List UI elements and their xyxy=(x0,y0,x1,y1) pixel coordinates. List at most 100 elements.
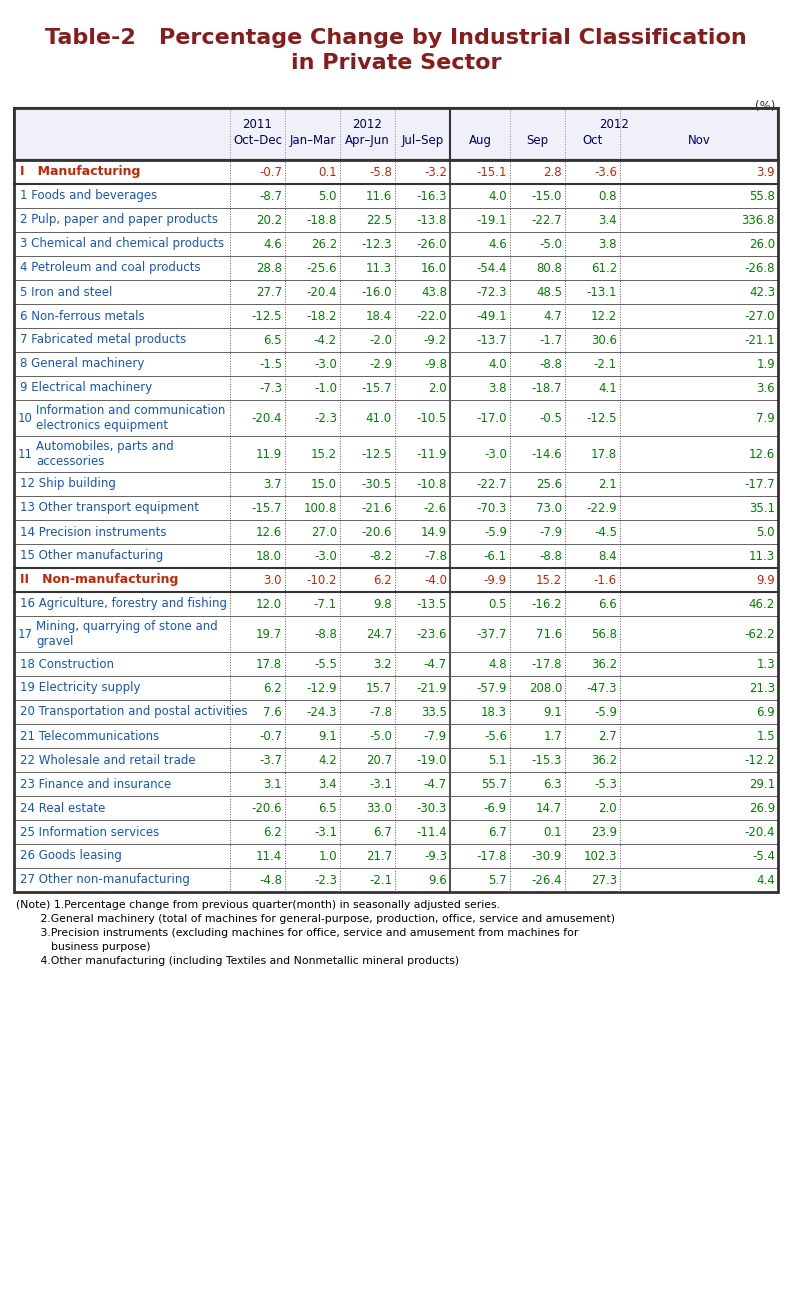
Text: 55.8: 55.8 xyxy=(749,189,775,202)
Bar xyxy=(14,652,778,677)
Text: Jan–Mar: Jan–Mar xyxy=(289,133,336,146)
Bar xyxy=(14,868,778,892)
Text: -21.9: -21.9 xyxy=(417,682,447,695)
Text: 22 Wholesale and retail trade: 22 Wholesale and retail trade xyxy=(20,753,196,766)
Text: -9.8: -9.8 xyxy=(424,358,447,371)
Text: 27.0: 27.0 xyxy=(311,525,337,539)
Bar xyxy=(14,568,778,592)
Text: -21.1: -21.1 xyxy=(744,333,775,346)
Text: -6.1: -6.1 xyxy=(484,550,507,562)
Text: II   Non-manufacturing: II Non-manufacturing xyxy=(20,574,178,587)
Text: 7 Fabricated metal products: 7 Fabricated metal products xyxy=(20,333,186,346)
Text: -4.7: -4.7 xyxy=(424,657,447,670)
Text: -19.0: -19.0 xyxy=(417,753,447,766)
Text: 3.4: 3.4 xyxy=(599,214,617,227)
Text: (Note) 1.Percentage change from previous quarter(month) in seasonally adjusted s: (Note) 1.Percentage change from previous… xyxy=(16,899,500,910)
Text: 3.0: 3.0 xyxy=(264,574,282,587)
Text: 27 Other non-manufacturing: 27 Other non-manufacturing xyxy=(20,874,190,886)
Text: in Private Sector: in Private Sector xyxy=(291,53,501,73)
Text: 7.9: 7.9 xyxy=(756,412,775,425)
Text: 6.3: 6.3 xyxy=(543,778,562,791)
Text: 41.0: 41.0 xyxy=(366,412,392,425)
Text: -5.3: -5.3 xyxy=(594,778,617,791)
Text: 4.0: 4.0 xyxy=(489,189,507,202)
Text: 2012: 2012 xyxy=(352,118,383,131)
Text: -26.4: -26.4 xyxy=(531,874,562,886)
Text: 18.3: 18.3 xyxy=(481,705,507,718)
Text: -22.0: -22.0 xyxy=(417,310,447,323)
Text: 18.0: 18.0 xyxy=(256,550,282,562)
Text: 2.General machinery (total of machines for general-purpose, production, office, : 2.General machinery (total of machines f… xyxy=(16,914,615,924)
Text: 61.2: 61.2 xyxy=(591,262,617,275)
Text: 11.9: 11.9 xyxy=(256,447,282,460)
Text: -12.5: -12.5 xyxy=(587,412,617,425)
Text: 11.3: 11.3 xyxy=(749,550,775,562)
Text: 3.8: 3.8 xyxy=(489,381,507,394)
Text: -17.8: -17.8 xyxy=(531,657,562,670)
Text: -54.4: -54.4 xyxy=(477,262,507,275)
Text: -3.0: -3.0 xyxy=(314,358,337,371)
Bar xyxy=(14,748,778,772)
Text: -27.0: -27.0 xyxy=(744,310,775,323)
Text: 2.8: 2.8 xyxy=(543,166,562,179)
Text: 14.7: 14.7 xyxy=(535,801,562,814)
Text: -4.5: -4.5 xyxy=(594,525,617,539)
Text: Sep: Sep xyxy=(527,133,549,146)
Text: 36.2: 36.2 xyxy=(591,753,617,766)
Text: -5.0: -5.0 xyxy=(539,237,562,250)
Text: 3.6: 3.6 xyxy=(756,381,775,394)
Text: 9.1: 9.1 xyxy=(318,730,337,743)
Text: -18.8: -18.8 xyxy=(307,214,337,227)
Bar xyxy=(14,305,778,328)
Text: -12.5: -12.5 xyxy=(252,310,282,323)
Text: -5.9: -5.9 xyxy=(594,705,617,718)
Text: -10.2: -10.2 xyxy=(307,574,337,587)
Text: -13.7: -13.7 xyxy=(477,333,507,346)
Text: 0.8: 0.8 xyxy=(599,189,617,202)
Text: -10.5: -10.5 xyxy=(417,412,447,425)
Text: -8.8: -8.8 xyxy=(314,627,337,640)
Text: 14 Precision instruments: 14 Precision instruments xyxy=(20,525,166,539)
Text: 8 General machinery: 8 General machinery xyxy=(20,358,144,371)
Text: 3.Precision instruments (excluding machines for office, service and amusement fr: 3.Precision instruments (excluding machi… xyxy=(16,928,578,938)
Text: 9.6: 9.6 xyxy=(428,874,447,886)
Text: 2.0: 2.0 xyxy=(428,381,447,394)
Text: 55.7: 55.7 xyxy=(481,778,507,791)
Bar xyxy=(14,232,778,257)
Text: -30.3: -30.3 xyxy=(417,801,447,814)
Text: 26.0: 26.0 xyxy=(749,237,775,250)
Text: 23 Finance and insurance: 23 Finance and insurance xyxy=(20,778,171,791)
Text: 43.8: 43.8 xyxy=(421,285,447,298)
Text: -7.1: -7.1 xyxy=(314,597,337,610)
Bar xyxy=(14,677,778,700)
Text: -10.8: -10.8 xyxy=(417,477,447,490)
Text: business purpose): business purpose) xyxy=(16,942,150,953)
Text: -16.0: -16.0 xyxy=(361,285,392,298)
Text: -18.2: -18.2 xyxy=(307,310,337,323)
Text: -24.3: -24.3 xyxy=(307,705,337,718)
Bar xyxy=(14,108,778,159)
Text: -3.0: -3.0 xyxy=(484,447,507,460)
Text: 7.6: 7.6 xyxy=(263,705,282,718)
Text: 19 Electricity supply: 19 Electricity supply xyxy=(20,682,140,695)
Text: 24 Real estate: 24 Real estate xyxy=(20,801,105,814)
Text: Oct: Oct xyxy=(582,133,603,146)
Text: -37.7: -37.7 xyxy=(477,627,507,640)
Text: 3.8: 3.8 xyxy=(599,237,617,250)
Text: -57.9: -57.9 xyxy=(477,682,507,695)
Text: 29.1: 29.1 xyxy=(748,778,775,791)
Bar xyxy=(14,207,778,232)
Text: -2.1: -2.1 xyxy=(594,358,617,371)
Text: -12.9: -12.9 xyxy=(307,682,337,695)
Text: -8.7: -8.7 xyxy=(259,189,282,202)
Text: -13.5: -13.5 xyxy=(417,597,447,610)
Text: -5.4: -5.4 xyxy=(752,849,775,863)
Text: Table-2   Percentage Change by Industrial Classification: Table-2 Percentage Change by Industrial … xyxy=(45,29,747,48)
Text: 18 Construction: 18 Construction xyxy=(20,657,114,670)
Text: -13.1: -13.1 xyxy=(587,285,617,298)
Text: -1.5: -1.5 xyxy=(259,358,282,371)
Text: Information and communication
electronics equipment: Information and communication electronic… xyxy=(36,404,226,432)
Text: 48.5: 48.5 xyxy=(536,285,562,298)
Text: 336.8: 336.8 xyxy=(741,214,775,227)
Text: 2.1: 2.1 xyxy=(598,477,617,490)
